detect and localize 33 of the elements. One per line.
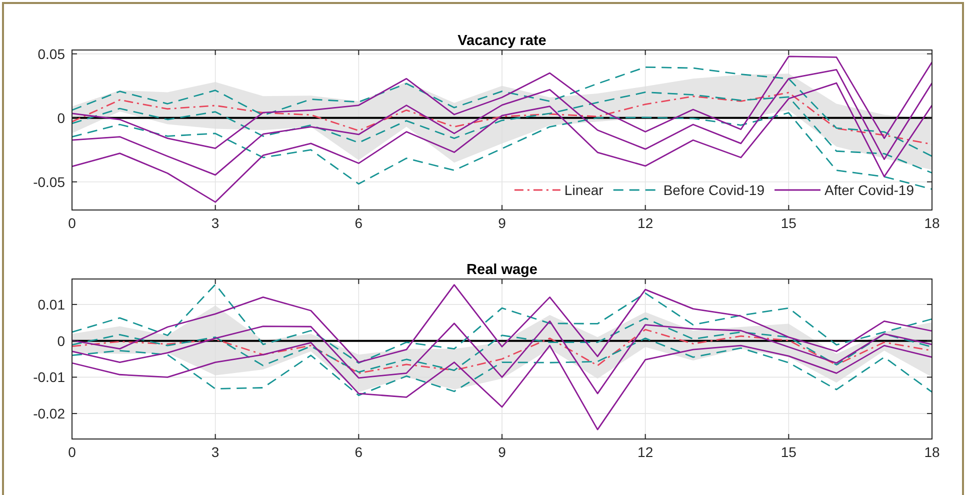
x-tick-label: 3 [211,444,220,460]
y-tick-label: 0.05 [38,46,66,62]
x-tick-label: 6 [354,215,363,231]
line-series [71,56,933,150]
x-tick-label: 3 [211,215,220,231]
y-tick-label: 0 [57,332,66,349]
chart-title: Real wage [466,262,538,278]
line-series [71,338,933,396]
y-tick-label: 0 [57,110,66,126]
y-tick-label: -0.01 [33,369,66,386]
x-tick-label: 15 [780,444,797,460]
line-series [71,66,933,157]
legend-label: Before Covid-19 [663,182,765,198]
x-tick-label: 6 [354,444,363,460]
x-tick-label: 18 [924,215,940,231]
legend-label: After Covid-19 [824,182,914,198]
line-series [71,342,933,430]
line-series [71,82,933,203]
y-tick-label: -0.05 [33,174,66,190]
x-tick-label: 9 [498,444,506,460]
x-tick-label: 15 [780,215,797,231]
line-series [71,320,933,394]
y-tick-label: 0.01 [38,296,66,312]
line-series [71,92,933,174]
x-tick-label: 0 [68,215,76,231]
chart-title: Vacancy rate [458,33,546,49]
legend-label: Linear [564,182,604,198]
x-tick-label: 12 [638,444,654,460]
x-tick-label: 9 [498,215,506,231]
x-tick-label: 18 [924,444,940,460]
x-tick-label: 12 [638,215,654,231]
y-tick-label: -0.02 [33,406,66,422]
x-tick-label: 0 [68,444,76,460]
